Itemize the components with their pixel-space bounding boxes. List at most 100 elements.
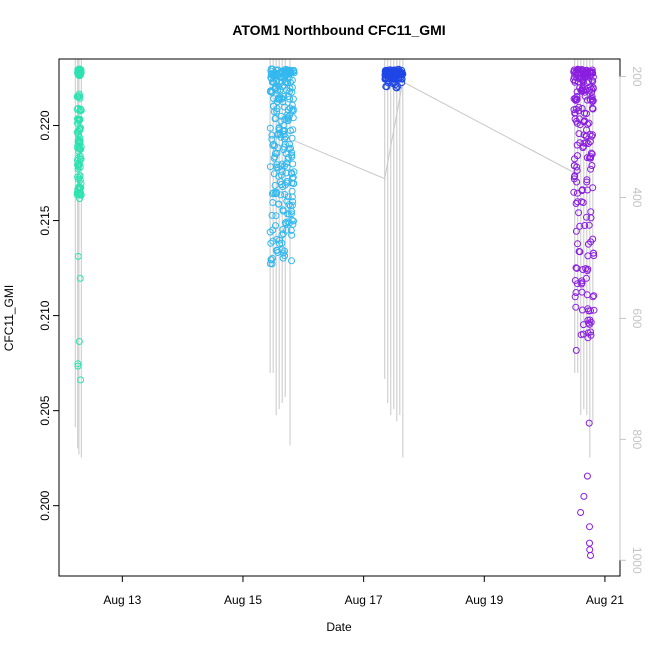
data-point: [588, 95, 596, 103]
data-point: [272, 212, 280, 220]
data-point: [583, 178, 591, 186]
data-point: [266, 163, 274, 171]
data-point: [583, 186, 591, 194]
data-point: [283, 177, 291, 185]
data-point: [578, 186, 586, 194]
data-point: [587, 552, 594, 559]
data-point: [270, 154, 278, 162]
data-point: [288, 216, 296, 224]
data-point: [279, 254, 287, 262]
data-point: [74, 190, 82, 198]
data-point: [76, 163, 84, 171]
data-point: [392, 72, 400, 79]
data-point: [289, 114, 297, 122]
data-point: [268, 211, 276, 219]
data-point: [576, 139, 584, 147]
y-tick-label: 0.205: [38, 395, 52, 425]
data-point: [287, 226, 295, 234]
data-point: [283, 159, 290, 167]
y-axis-label: CFC11_GMI: [2, 285, 16, 351]
data-point: [269, 141, 277, 149]
data-point: [290, 217, 297, 225]
data-point: [589, 73, 597, 81]
data-point: [572, 303, 580, 311]
data-point: [289, 160, 297, 168]
x-axis: Aug 13 Aug 15 Aug 17 Aug 19 Aug 21: [103, 576, 624, 607]
data-point: [275, 200, 283, 208]
data-point: [275, 82, 283, 90]
data-point: [578, 279, 586, 287]
data-point: [267, 75, 275, 82]
data-point: [573, 198, 581, 206]
data-point: [398, 79, 406, 87]
data-point: [271, 153, 279, 161]
data-point: [586, 546, 594, 554]
data-point: [589, 293, 597, 301]
data-point: [281, 191, 289, 198]
data-point: [590, 249, 597, 257]
data-point: [75, 70, 83, 78]
data-point: [278, 160, 286, 168]
data-point: [73, 191, 81, 199]
data-point: [288, 193, 296, 201]
data-point: [287, 170, 295, 178]
data-point: [576, 222, 584, 230]
data-points: [73, 65, 598, 559]
data-point: [270, 108, 278, 116]
data-point: [278, 73, 286, 81]
data-point: [570, 106, 578, 114]
data-point: [76, 191, 84, 199]
y-tick-label: 0.200: [38, 490, 52, 520]
data-point: [575, 130, 583, 138]
data-point: [580, 139, 588, 147]
data-point: [290, 180, 298, 187]
data-point: [74, 163, 82, 171]
data-point: [586, 320, 594, 328]
data-point: [584, 329, 592, 337]
data-point: [398, 75, 406, 83]
data-point: [77, 376, 84, 384]
data-point: [270, 140, 278, 148]
plot-frame: [58, 58, 621, 577]
data-point: [570, 162, 578, 170]
data-point: [584, 334, 592, 342]
data-point: [582, 265, 590, 273]
data-point: [271, 190, 279, 198]
data-point: [398, 70, 406, 78]
data-point: [575, 209, 583, 217]
y-tick-label: 0.220: [38, 110, 52, 140]
data-point: [76, 145, 84, 153]
data-point: [282, 169, 290, 177]
data-point: [277, 181, 285, 188]
data-point: [579, 76, 587, 84]
data-point: [570, 95, 578, 103]
data-point: [570, 73, 578, 81]
data-point: [589, 97, 597, 105]
data-point: [585, 419, 593, 427]
data-point: [279, 83, 287, 90]
data-point: [579, 144, 587, 152]
data-point: [76, 172, 84, 180]
data-point: [570, 66, 578, 74]
data-point: [76, 94, 84, 102]
data-point: [586, 96, 594, 104]
data-point: [581, 92, 589, 100]
data-point: [286, 140, 293, 148]
data-point: [271, 115, 279, 123]
data-point: [582, 110, 590, 118]
x-tick-label: Aug 15: [224, 593, 262, 607]
data-point: [280, 122, 288, 129]
data-point: [581, 117, 588, 125]
data-point: [570, 188, 578, 196]
data-point: [289, 105, 297, 113]
data-point: [589, 235, 597, 243]
y-axis: 0.200 0.205 0.210 0.215 0.220: [38, 110, 59, 521]
chart-title: ATOM1 Northbound CFC11_GMI: [232, 22, 445, 38]
data-point: [584, 316, 592, 324]
data-point: [586, 523, 593, 531]
data-point: [588, 162, 596, 169]
data-point: [285, 112, 293, 120]
data-point: [279, 206, 287, 214]
data-point: [266, 260, 274, 268]
data-point: [583, 472, 591, 480]
